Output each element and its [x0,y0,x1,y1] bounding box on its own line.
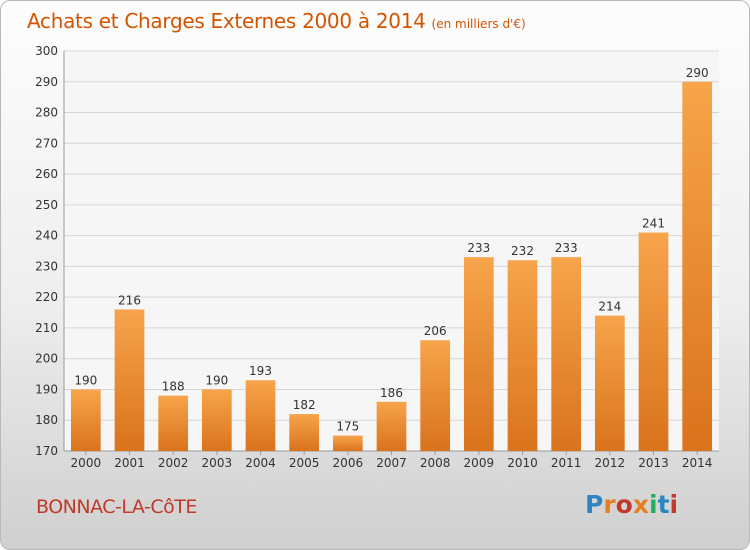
data-label: 233 [467,241,490,255]
chart-unit: (en milliers d'€) [431,17,526,31]
bar [420,340,451,451]
x-tick-label: 2009 [464,456,495,470]
y-tick-label: 170 [35,444,58,458]
logo-letter: t [657,490,670,519]
y-tick-label: 260 [35,167,58,181]
bar [638,232,669,451]
x-tick-label: 2002 [158,456,189,470]
x-tick-label: 2014 [682,456,713,470]
data-label: 188 [162,380,185,394]
x-tick-label: 2003 [202,456,233,470]
data-label: 190 [74,373,97,387]
y-tick-label: 210 [35,321,58,335]
logo-letter: P [585,490,604,519]
chart-title: Achats et Charges Externes 2000 à 2014 (e… [27,9,526,33]
bar [463,257,494,451]
data-label: 216 [118,293,141,307]
data-label: 232 [511,244,534,258]
bar [201,389,232,451]
place-name: BONNAC-LA-CôTE [36,496,197,518]
x-tick-label: 2013 [638,456,669,470]
bar [289,414,320,451]
x-tick-label: 2006 [333,456,364,470]
bar [70,389,101,451]
bar [594,315,625,451]
x-tick-label: 2007 [376,456,407,470]
logo-letter: i [649,490,658,519]
data-label: 214 [598,300,621,314]
bar [332,435,363,451]
y-tick-label: 250 [35,198,58,212]
proxiti-logo: Proxiti [585,490,678,519]
y-tick-label: 190 [35,382,58,396]
logo-letter: i [669,490,679,519]
x-tick-label: 2004 [245,456,276,470]
x-tick-label: 2005 [289,456,320,470]
x-tick-label: 2000 [71,456,102,470]
bar [682,81,713,452]
x-tick-label: 2001 [114,456,145,470]
data-label: 233 [555,241,578,255]
y-tick-label: 290 [35,75,58,89]
data-label: 241 [642,217,665,231]
bar [245,380,276,451]
data-label: 193 [249,364,272,378]
data-label: 182 [293,398,316,412]
y-tick-label: 230 [35,259,58,273]
data-label: 186 [380,386,403,400]
y-tick-label: 220 [35,290,58,304]
bar [507,260,538,451]
data-label: 206 [424,324,447,338]
logo-letter: o [615,490,633,519]
y-tick-label: 280 [35,106,58,120]
bar [158,395,189,451]
bar [551,257,582,451]
chart-title-text: Achats et Charges Externes 2000 à 2014 [27,9,426,33]
y-tick-label: 300 [35,44,58,58]
logo-letter: r [603,490,616,519]
x-tick-label: 2008 [420,456,451,470]
x-tick-label: 2011 [551,456,582,470]
y-tick-label: 270 [35,136,58,150]
y-tick-label: 180 [35,413,58,427]
x-tick-label: 2012 [595,456,626,470]
bar [376,401,407,451]
data-label: 290 [686,66,709,80]
logo-letter: x [632,490,649,519]
y-tick-label: 200 [35,352,58,366]
data-label: 175 [336,420,359,434]
x-tick-label: 2010 [507,456,538,470]
bar [114,309,145,451]
y-tick-label: 240 [35,229,58,243]
data-label: 190 [205,373,228,387]
